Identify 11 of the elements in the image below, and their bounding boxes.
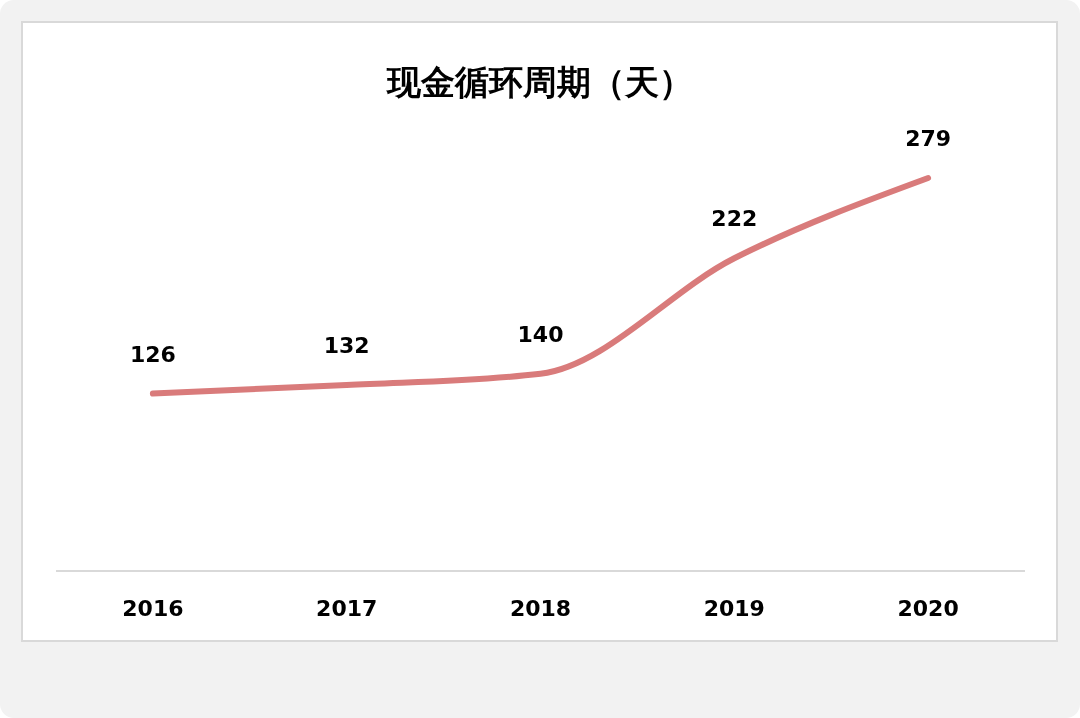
data-label: 140 [517,321,564,347]
data-label: 132 [323,333,370,359]
x-tick-label: 2017 [316,596,378,621]
x-tick-label: 2020 [897,596,959,621]
data-label: 222 [711,206,758,232]
x-tick-label: 2019 [703,596,765,621]
x-tick-label: 2018 [509,596,572,621]
data-label: 279 [905,126,952,151]
chart-title: 现金循环周期（天） [385,62,693,102]
data-label: 126 [129,341,176,367]
x-tick-label: 2016 [122,596,184,621]
